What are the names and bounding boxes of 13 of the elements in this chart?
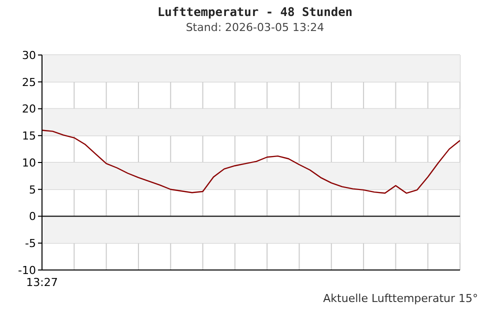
chart-subtitle: Stand: 2026-03-05 13:24 xyxy=(184,21,326,34)
y-tick-label: -5 xyxy=(25,237,36,250)
y-tick-label: 30 xyxy=(22,48,36,62)
y-tick-label: -10 xyxy=(18,264,36,277)
y-tick-label: 20 xyxy=(22,102,36,116)
y-tick-label: 25 xyxy=(22,76,36,89)
y-tick-label: 15 xyxy=(22,130,36,143)
text: Aktuelle Lufttemperatur 15° xyxy=(323,292,478,305)
y-tick-label: 10 xyxy=(22,156,36,170)
y-tick-label: 5 xyxy=(29,183,36,196)
chart-title: Lufttemperatur - 48 Stunden xyxy=(156,5,354,19)
x-tick-label: 13:27 xyxy=(26,276,58,289)
y-tick-label: 0 xyxy=(29,210,36,224)
